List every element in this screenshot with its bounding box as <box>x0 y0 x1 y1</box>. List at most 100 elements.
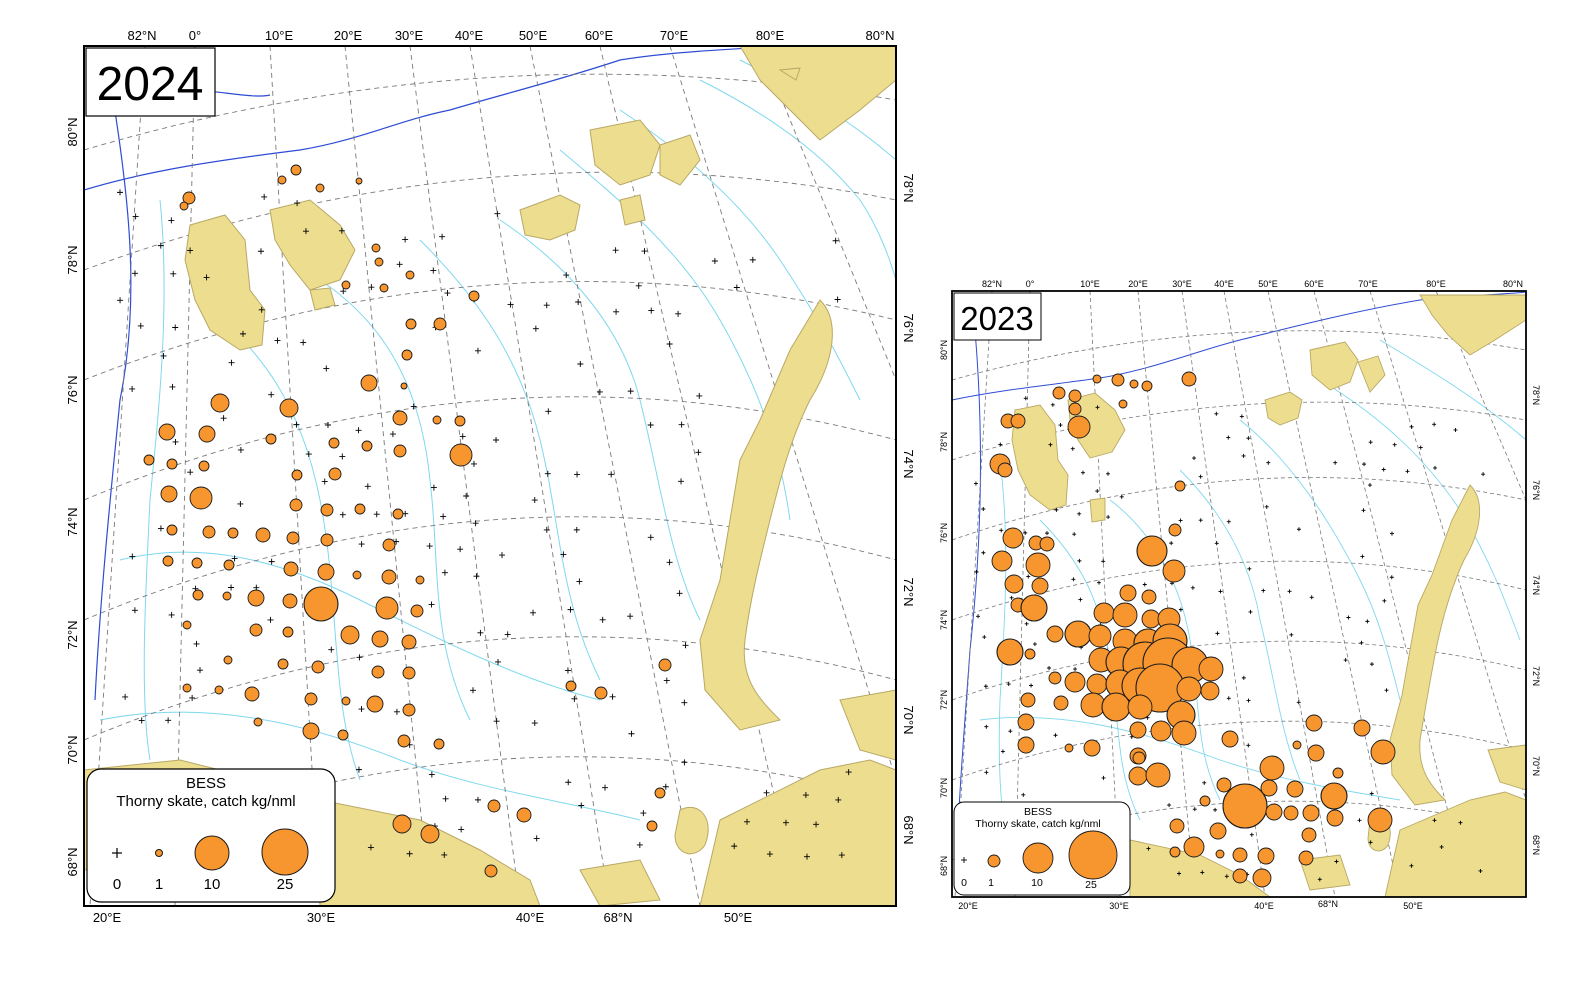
tick-label: 68°N <box>939 856 949 876</box>
catch-marker <box>1068 402 1082 416</box>
zero-catch-marker <box>1357 818 1362 823</box>
zero-catch-marker <box>1389 575 1394 580</box>
zero-catch-marker <box>1214 411 1219 416</box>
catch-marker <box>1174 480 1186 492</box>
catch-marker <box>1010 413 1026 429</box>
zero-catch-marker <box>675 310 682 317</box>
catch-marker <box>1169 818 1185 834</box>
catch-marker <box>1127 694 1153 720</box>
catch-marker <box>315 183 325 193</box>
zero-catch-marker <box>678 478 685 485</box>
year-box: 2023 <box>953 292 1042 341</box>
catch-marker <box>374 257 384 267</box>
zero-catch-marker <box>355 427 362 434</box>
zero-catch-marker <box>609 693 616 700</box>
zero-catch-marker <box>1432 818 1437 823</box>
zero-catch-marker <box>1053 733 1058 738</box>
catch-marker <box>1020 692 1036 708</box>
catch-marker <box>182 191 196 205</box>
zero-catch-marker <box>187 469 194 476</box>
zero-catch-marker <box>1095 489 1100 494</box>
catch-marker <box>1068 389 1082 403</box>
zero-catch-marker <box>731 843 738 850</box>
catch-marker <box>1020 594 1048 622</box>
year-label: 2023 <box>960 300 1033 337</box>
zero-catch-marker <box>662 783 669 790</box>
catch-marker <box>1301 827 1317 843</box>
zero-catch-marker <box>531 497 538 504</box>
zero-catch-marker <box>1433 465 1438 470</box>
zero-catch-marker <box>1381 467 1386 472</box>
zero-catch-marker <box>533 835 540 842</box>
zero-catch-marker <box>1023 396 1028 401</box>
catch-marker <box>1017 736 1035 754</box>
catch-marker <box>1370 739 1396 765</box>
legend-value: 10 <box>1031 877 1043 889</box>
zero-catch-marker <box>231 555 238 562</box>
zero-catch-marker <box>268 558 275 565</box>
tick-label: 40°E <box>455 28 484 43</box>
zero-catch-marker <box>477 629 484 636</box>
legend-subtitle: Thorny skate, catch kg/nml <box>116 793 295 810</box>
zero-catch-marker <box>695 449 702 456</box>
zero-catch-marker <box>1309 595 1314 600</box>
zero-catch-marker <box>364 483 371 490</box>
tick-label: 82°N <box>127 28 156 43</box>
zero-catch-marker <box>1198 518 1203 523</box>
tick-label: 74°N <box>65 507 80 536</box>
zero-catch-marker <box>560 551 567 558</box>
zero-catch-marker <box>258 306 265 313</box>
catch-marker <box>1092 374 1102 384</box>
tick-label: 76°N <box>901 313 916 342</box>
catch-marker <box>1216 777 1232 793</box>
zero-catch-marker <box>1343 658 1348 663</box>
tick-label: 78°N <box>1531 385 1541 405</box>
zero-catch-marker <box>1215 631 1220 636</box>
catch-marker <box>1067 415 1091 439</box>
zero-catch-marker <box>1432 422 1437 427</box>
zero-catch-marker <box>1202 780 1207 785</box>
catch-marker <box>1168 523 1182 537</box>
catch-marker <box>1302 804 1320 822</box>
map-2024-panel: 2024 82°N 0° 10°E 20°E 30°E 40°E 50°E 60… <box>65 28 916 925</box>
tick-label: 80°E <box>1426 279 1446 289</box>
tick-label: 78°N <box>939 432 949 452</box>
catch-marker <box>484 864 498 878</box>
zero-catch-marker <box>1106 471 1111 476</box>
catch-marker <box>320 503 334 517</box>
catch-marker <box>371 630 389 648</box>
zero-catch-marker <box>576 578 583 585</box>
catch-marker <box>1199 795 1211 807</box>
zero-catch-marker <box>571 695 578 702</box>
zero-catch-marker <box>543 302 550 309</box>
zero-catch-marker <box>170 270 177 277</box>
tick-label: 60°E <box>1304 279 1324 289</box>
catch-marker <box>222 591 232 601</box>
tick-label: 74°N <box>939 610 949 630</box>
catch-marker <box>1292 740 1302 750</box>
catch-marker <box>1298 850 1314 866</box>
zero-catch-marker <box>845 769 852 776</box>
tick-label: 80°N <box>865 28 894 43</box>
zero-catch-marker <box>1142 582 1147 587</box>
zero-catch-marker <box>439 233 446 240</box>
zero-catch-marker <box>763 789 770 796</box>
legend-value: 10 <box>204 876 221 893</box>
zero-catch-marker <box>373 511 380 518</box>
zero-catch-marker <box>575 298 582 305</box>
zero-catch-marker <box>165 717 172 724</box>
catch-markers <box>143 164 672 878</box>
catch-marker <box>337 729 349 741</box>
catch-marker <box>565 680 577 692</box>
zero-catch-marker <box>493 718 500 725</box>
catch-marker <box>198 425 216 443</box>
catch-marker <box>1257 847 1275 865</box>
legend-title: BESS <box>186 775 226 792</box>
zero-catch-marker <box>1226 519 1231 524</box>
zero-catch-marker <box>1246 698 1251 703</box>
zero-catch-marker <box>565 779 572 786</box>
zero-catch-marker <box>459 433 466 440</box>
left-axis-labels: 80°N 78°N 76°N 74°N 72°N 70°N 68°N <box>65 117 80 876</box>
zero-catch-marker <box>1365 619 1370 624</box>
zero-catch-marker <box>355 766 362 773</box>
